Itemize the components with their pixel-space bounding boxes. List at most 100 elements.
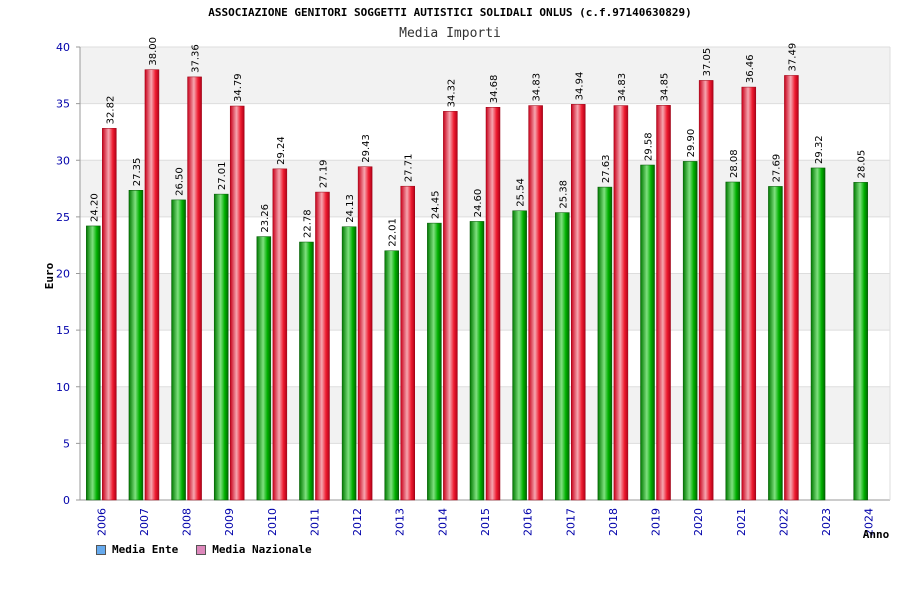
bar-media-ente xyxy=(128,190,144,501)
data-label: 22.78 xyxy=(302,209,313,238)
data-label: 28.05 xyxy=(857,150,868,179)
y-axis-label: Euro xyxy=(43,262,56,289)
y-tick-label: 40 xyxy=(56,41,70,54)
y-tick-label: 5 xyxy=(63,437,70,450)
bar-media-nazionale xyxy=(485,106,501,501)
bar-media-nazionale xyxy=(698,80,714,501)
y-tick-label: 25 xyxy=(56,211,70,224)
legend: Media Ente Media Nazionale xyxy=(96,543,312,556)
data-label: 34.83 xyxy=(532,73,543,102)
data-label: 34.83 xyxy=(617,73,628,102)
bar-media-ente xyxy=(810,167,826,501)
x-tick-label: 2015 xyxy=(479,508,492,536)
data-label: 27.63 xyxy=(601,154,612,183)
x-axis-label: Anno xyxy=(863,528,890,541)
bar-media-ente xyxy=(299,241,314,501)
bar-media-ente xyxy=(597,186,613,501)
bars: 24.20 32.82 27.35 38.00 26.50 37.36 27.01 34.79… xyxy=(86,37,868,501)
bar-media-nazionale xyxy=(656,105,671,501)
x-tick-label: 2021 xyxy=(735,508,748,536)
bar-media-ente xyxy=(341,226,357,501)
x-tick-label: 2022 xyxy=(777,508,790,536)
bar-media-nazionale xyxy=(784,75,799,501)
data-label: 29.43 xyxy=(361,134,372,163)
data-label: 34.94 xyxy=(574,72,585,101)
y-tick-labels: 0 5 10 15 20 25 30 35 40 xyxy=(56,41,80,507)
legend-label-media-ente: Media Ente xyxy=(112,543,179,556)
data-label: 27.69 xyxy=(771,154,782,183)
bar-media-ente xyxy=(256,236,272,501)
x-tick-label: 2013 xyxy=(394,508,407,536)
bar-media-nazionale xyxy=(528,105,543,501)
x-tick-label: 2011 xyxy=(308,508,321,536)
data-label: 24.60 xyxy=(473,189,484,218)
x-tick-label: 2018 xyxy=(607,508,620,536)
bar-media-ente xyxy=(213,193,229,501)
data-label: 34.85 xyxy=(660,73,671,102)
legend-swatch-media-nazionale xyxy=(196,544,207,555)
bar-media-nazionale xyxy=(102,128,117,501)
bar-media-ente xyxy=(853,182,868,501)
x-tick-label: 2008 xyxy=(181,508,194,536)
data-label: 37.49 xyxy=(787,43,798,72)
x-tick-label: 2016 xyxy=(522,508,535,536)
data-label: 27.01 xyxy=(217,161,228,190)
x-tick-label: 2009 xyxy=(223,508,236,536)
bar-media-nazionale xyxy=(357,166,373,501)
x-tick-label: 2012 xyxy=(351,508,364,536)
bar-media-nazionale xyxy=(229,105,245,501)
bar-media-nazionale xyxy=(144,69,160,501)
y-tick-label: 35 xyxy=(56,98,70,111)
data-label: 37.05 xyxy=(702,48,713,77)
data-label: 38.00 xyxy=(148,37,159,66)
data-label: 29.24 xyxy=(276,136,287,165)
legend-swatch-media-ente xyxy=(96,544,106,555)
bar-media-ente xyxy=(768,186,783,501)
y-tick-label: 20 xyxy=(56,268,70,281)
bar-media-nazionale xyxy=(272,168,288,501)
bar-media-nazionale xyxy=(187,76,202,501)
data-label: 22.01 xyxy=(388,218,399,247)
data-label: 34.32 xyxy=(446,79,457,108)
bar-media-ente xyxy=(427,222,442,501)
data-label: 27.71 xyxy=(404,154,415,183)
data-label: 32.82 xyxy=(105,96,116,125)
x-tick-label: 2023 xyxy=(820,508,833,536)
bar-media-ente xyxy=(171,199,186,501)
data-label: 29.32 xyxy=(814,135,825,164)
bar-media-ente xyxy=(86,225,101,501)
chart-subtitle: Media Importi xyxy=(399,26,501,41)
x-tick-label: 2020 xyxy=(692,508,705,536)
x-tick-labels: 2006 2007 2008 2009 2010 2011 2012 2013 2014 2015… xyxy=(95,508,875,536)
chart-title: ASSOCIAZIONE GENITORI SOGGETTI AUTISTICI… xyxy=(208,6,692,19)
data-label: 34.79 xyxy=(233,73,244,102)
x-tick-label: 2019 xyxy=(650,508,663,536)
bar-media-nazionale xyxy=(315,191,330,501)
legend-item-media-ente: Media Ente xyxy=(96,543,178,556)
data-label: 29.58 xyxy=(644,132,655,161)
bar-media-ente xyxy=(384,250,399,501)
bar-media-ente xyxy=(640,164,655,501)
data-label: 24.13 xyxy=(345,194,356,223)
legend-label-media-nazionale: Media Nazionale xyxy=(212,543,312,556)
data-label: 26.50 xyxy=(175,167,186,196)
data-label: 34.68 xyxy=(489,75,500,104)
y-tick-label: 15 xyxy=(56,324,70,337)
bar-media-ente xyxy=(725,181,741,501)
x-tick-label: 2007 xyxy=(138,508,151,536)
bar-media-ente xyxy=(469,221,485,501)
bar-media-nazionale xyxy=(571,104,586,501)
bar-media-nazionale xyxy=(400,185,415,501)
bar-media-ente xyxy=(512,210,527,501)
bar-media-ente xyxy=(555,212,570,501)
bar-media-ente xyxy=(682,161,698,501)
bar-media-nazionale xyxy=(741,86,757,501)
data-label: 29.90 xyxy=(686,129,697,158)
legend-item-media-nazionale: Media Nazionale xyxy=(196,543,312,556)
data-label: 27.19 xyxy=(318,159,329,188)
data-label: 37.36 xyxy=(191,44,202,73)
y-tick-label: 30 xyxy=(56,154,70,167)
x-tick-label: 2017 xyxy=(564,508,577,536)
y-tick-label: 10 xyxy=(56,381,70,394)
